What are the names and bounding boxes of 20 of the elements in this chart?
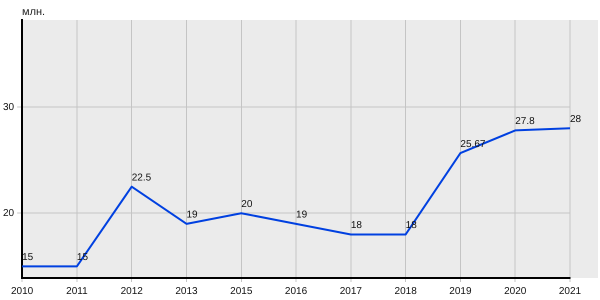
data-label: 28 (570, 114, 582, 126)
x-tick-label: 2010 (11, 286, 34, 297)
y-tick-label: 30 (3, 102, 15, 113)
data-label: 18 (350, 220, 362, 232)
data-label: 19 (296, 210, 308, 221)
x-tick-label: 2016 (284, 286, 308, 297)
y-axis-title: млн. (22, 6, 46, 18)
data-label: 27.8 (515, 116, 536, 128)
data-label: 20 (241, 198, 253, 210)
x-tick-label: 2021 (558, 286, 582, 297)
x-tick-label: 2020 (504, 286, 527, 297)
x-tick-label: 2018 (394, 286, 418, 297)
x-tick-label: 2012 (120, 286, 144, 297)
x-tick-label: 2017 (340, 286, 362, 297)
x-tick-label: 2015 (230, 286, 253, 297)
x-tick-label: 2019 (449, 286, 472, 297)
data-label: 22.5 (132, 172, 152, 184)
x-tick-label: 2011 (66, 286, 88, 297)
x-tick-label: 2013 (175, 286, 198, 297)
data-label: 19 (186, 210, 198, 221)
